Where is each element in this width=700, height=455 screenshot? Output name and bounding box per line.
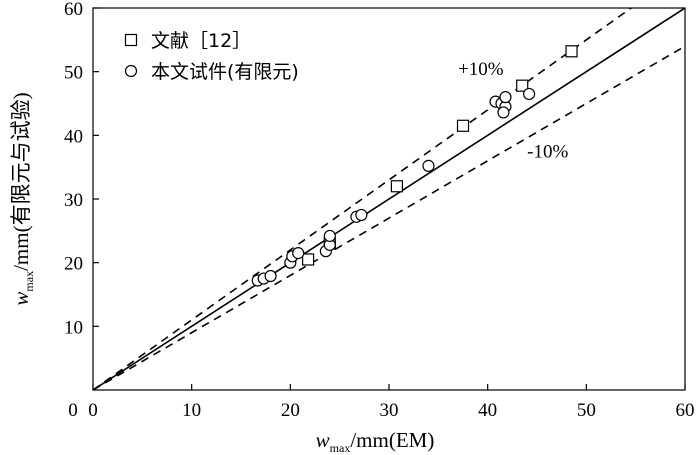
- axis-ticks: [92, 7, 686, 390]
- y-axis-label-unit: /mm(有限元与试验): [9, 92, 33, 271]
- x-axis-label-var: w: [316, 428, 330, 452]
- x-tick-label-1: 10: [182, 400, 201, 421]
- annotation-0: +10%: [458, 59, 504, 80]
- series-1-point-11: [422, 159, 435, 172]
- legend: 文献［12］ 本文试件(有限元): [124, 30, 299, 83]
- x-tick-label-2: 20: [281, 400, 300, 421]
- reference-line-0: [93, 8, 685, 390]
- x-tick-label-5: 50: [577, 400, 596, 421]
- series-0-point-5: [565, 45, 578, 58]
- data-markers: [251, 45, 578, 287]
- x-tick-label-3: 30: [380, 400, 399, 421]
- series-1-point-8: [323, 229, 336, 243]
- x-axis-label-unit: /mm(EM): [350, 428, 434, 452]
- x-axis-label-sub: max: [330, 441, 351, 455]
- series-1-point-15: [499, 91, 512, 104]
- tick-labels: 0 10 20 30 40 50 60 10 20 30 40 50 60 0: [64, 0, 695, 421]
- series-0-point-3: [456, 119, 470, 132]
- y-tick-label-2: 30: [64, 190, 83, 211]
- y-tick-label-0: 10: [64, 317, 83, 338]
- y-tick-label-5: 60: [64, 0, 83, 20]
- reference-lines: [93, 8, 685, 390]
- annotations: +10% -10%: [458, 59, 568, 163]
- x-axis-label: wmax/mm(EM): [316, 428, 435, 455]
- x-tick-label-6: 60: [676, 400, 695, 421]
- x-tick-label-4: 40: [478, 400, 497, 421]
- annotation-1: -10%: [527, 142, 568, 163]
- series-0-point-0: [301, 253, 315, 266]
- legend-label-0: 文献［12］: [151, 30, 251, 52]
- y-tick-label-4: 50: [64, 63, 83, 84]
- y-axis-label-sub: max: [22, 271, 36, 292]
- legend-marker-1: [124, 64, 138, 78]
- y-tick-label-origin: 0: [68, 400, 78, 421]
- series-1-point-10: [355, 208, 368, 222]
- series-1-point-2: [264, 269, 277, 283]
- y-axis-label-var: w: [9, 292, 33, 306]
- x-tick-label-0: 0: [88, 400, 98, 421]
- legend-label-1: 本文试件(有限元): [151, 61, 299, 83]
- series-1-point-5: [292, 247, 305, 260]
- reference-line-1: [93, 8, 633, 390]
- legend-marker-0: [124, 33, 138, 47]
- y-axis-label: wmax/mm(有限元与试验): [9, 92, 36, 305]
- y-tick-label-1: 20: [64, 254, 83, 275]
- series-1-point-17: [523, 87, 536, 101]
- series-1-point-16: [497, 106, 510, 119]
- series-0-point-2: [390, 180, 403, 193]
- y-tick-label-3: 40: [64, 126, 83, 147]
- reference-line-2: [93, 45, 685, 390]
- series-0-point-4: [516, 79, 529, 92]
